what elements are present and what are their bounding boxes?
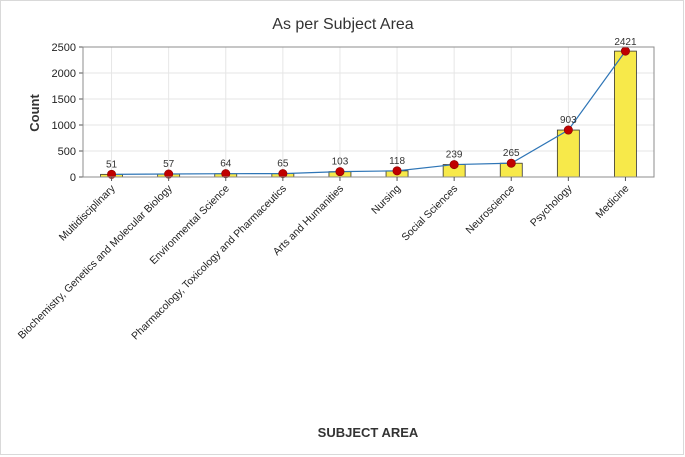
data-label-2: 64 <box>220 159 232 170</box>
plot-frame <box>82 46 655 178</box>
point-6 <box>449 160 459 170</box>
bar-8 <box>556 129 580 178</box>
data-label-9: 2421 <box>614 37 637 48</box>
y-tick-label-3: 1500 <box>52 94 76 106</box>
x-tick-label-7: Neuroscience <box>463 183 517 237</box>
point-9 <box>620 46 630 56</box>
x-tick-label-0: Multidisciplinary <box>57 182 118 243</box>
data-label-6: 239 <box>446 150 463 161</box>
axes <box>79 46 655 181</box>
y-tick-label-5: 2500 <box>52 42 76 54</box>
data-label-8: 903 <box>560 115 577 126</box>
data-label-7: 265 <box>503 148 520 159</box>
point-5 <box>392 166 402 176</box>
y-tick-label-4: 2000 <box>52 68 76 80</box>
data-label-0: 51 <box>106 159 118 170</box>
labels: 0 500 1000 1500 2000 2500 51 57 64 65 103 118 239 265… <box>16 37 637 342</box>
data-label-5: 118 <box>389 156 405 167</box>
point-4 <box>335 167 345 177</box>
bar-9 <box>614 50 637 178</box>
x-tick-label-9: Medicine <box>593 183 631 221</box>
bars <box>100 50 637 178</box>
point-7 <box>506 158 516 168</box>
y-axis-title: Count <box>27 94 42 132</box>
data-label-1: 57 <box>163 159 175 170</box>
trend-line <box>107 46 630 179</box>
x-axis-title: SUBJECT AREA <box>318 425 419 440</box>
y-tick-label-0: 0 <box>70 172 76 184</box>
y-tick-label-2: 1000 <box>52 120 76 132</box>
y-tick-label-1: 500 <box>58 146 76 158</box>
series-line <box>111 50 626 175</box>
data-label-4: 103 <box>332 157 349 168</box>
data-label-3: 65 <box>277 159 289 170</box>
point-8 <box>563 125 573 135</box>
x-tick-label-8: Psychology <box>528 182 575 229</box>
chart-title: As per Subject Area <box>272 16 414 33</box>
x-tick-label-5: Nursing <box>369 183 403 217</box>
x-tick-label-6: Social Sciences <box>399 183 460 244</box>
